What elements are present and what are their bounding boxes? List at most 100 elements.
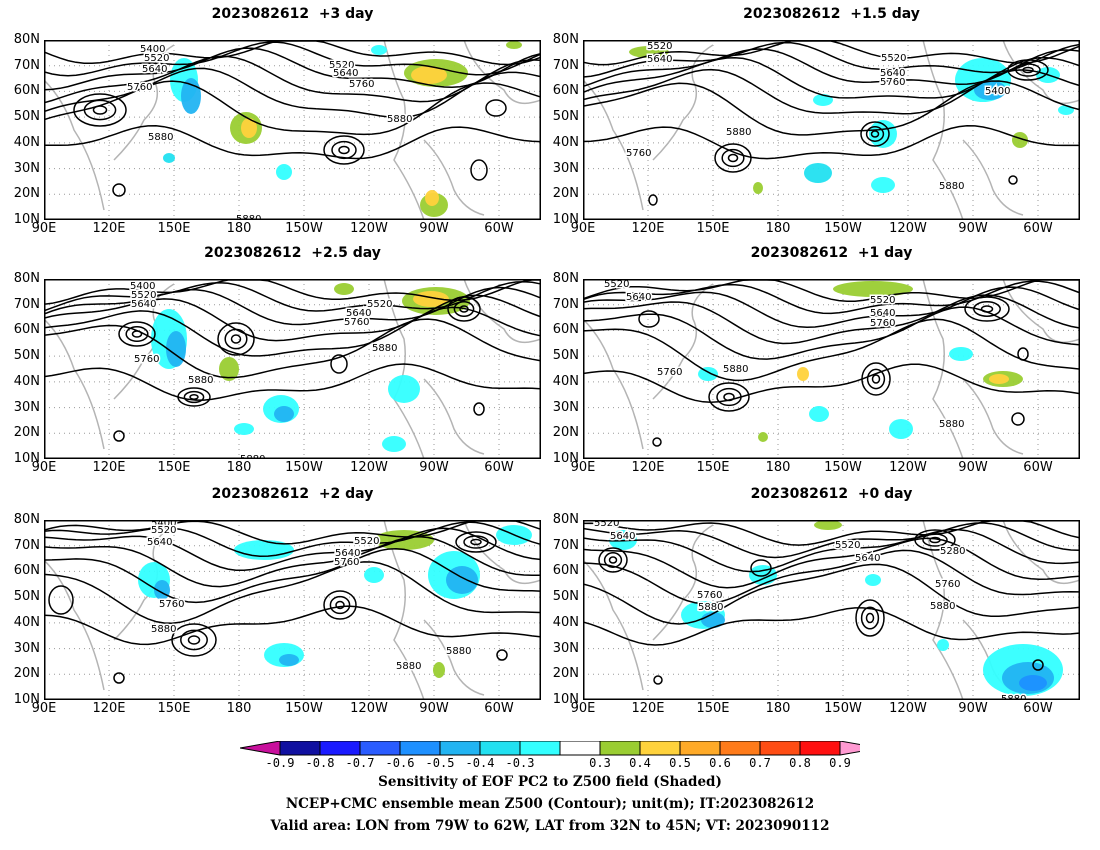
z500-contour [583,549,1080,605]
contour-label: 5880 [236,214,261,220]
colorbar-swatch [679,741,721,756]
z500-closed-contour [716,387,742,407]
lon-tick-label: 120W [350,460,388,475]
lat-tick-label: 70N [552,57,579,73]
lon-tick-label: 150W [824,221,862,236]
z500-contour [44,561,541,625]
colorbar-swatch [639,741,681,756]
sensitivity-shading [433,662,445,678]
lat-tick-label: 80N [552,271,579,286]
z500-closed-contour [177,387,211,407]
lon-tick-label: 150E [157,221,191,236]
sensitivity-shading [1012,132,1028,148]
sensitivity-shading [425,190,439,206]
z500-contour [44,306,541,357]
z500-contour [583,537,1080,589]
lat-tick-label: 60N [552,563,579,579]
lat-tick-label: 80N [552,512,579,527]
z500-contour [44,286,541,326]
colorbar-tick-label: 0.7 [749,756,771,770]
colorbar-swatch [799,741,841,756]
lon-tick-label: 90W [419,460,449,475]
coastline [383,40,541,220]
contour-label: 5640 [855,553,880,564]
z500-contour [583,56,1080,99]
coastline [922,520,1080,700]
lat-tick-label: 50N [552,589,579,605]
z500-closed-contour [652,437,662,447]
lon-tick-label: 90W [419,221,449,236]
z500-closed-contour [455,531,497,553]
z500-closed-contour [855,599,885,637]
lon-tick-label: 120W [889,460,927,475]
colorbar-swatch [359,741,401,756]
contour-label: 5640 [147,537,172,548]
lat-tick-label: 40N [13,614,40,630]
colorbar-tick-label: -0.7 [345,756,375,770]
lat-tick-label: 20N [552,425,579,441]
sensitivity-shading [334,283,354,295]
z500-closed-contour [860,606,880,630]
z500-contour [583,280,1080,315]
contour-label: 5520 [594,520,619,529]
lon-tick-label: 150E [696,701,730,716]
colorbar-tick-label: -0.5 [425,756,455,770]
lat-tick-label: 20N [13,425,40,441]
contour-label: 5880 [1001,694,1026,700]
contour-label: 5520 [835,540,860,551]
z500-closed-contour [964,296,1010,322]
sensitivity-shading [758,432,768,442]
coastline [962,378,1024,455]
lat-tick-label: 10N [552,212,579,227]
coastline [962,139,1024,216]
colorbar-swatch [279,741,321,756]
contour-label: 5880 [387,114,412,125]
coastline [583,524,714,691]
sensitivity-shading [234,540,294,560]
contour-label: 5880 [240,454,265,459]
z500-contour [583,563,1080,625]
z500-closed-contour [638,310,660,328]
coastline [423,139,485,216]
lat-tick-label: 70N [13,296,40,312]
colorbar-tick-label: -0.8 [305,756,335,770]
colorbar-tick-label: 0.3 [589,756,611,770]
coastline [922,40,1080,220]
lon-tick-label: 90E [570,460,596,475]
contour-label: 5520 [151,525,176,536]
sensitivity-shading [833,281,913,297]
z500-contour [44,535,540,588]
contour-label: 5880 [396,661,421,672]
panel-title: 2023082612 +2.5 day [204,245,381,261]
z500-closed-contour [338,145,350,155]
contour-label: 5760 [880,77,905,88]
sensitivity-shading [865,574,881,586]
coastline [583,283,714,450]
lon-tick-label: 90W [419,701,449,716]
z500-closed-contour [125,326,149,342]
lon-tick-label: 150W [285,701,323,716]
z500-closed-contour [323,135,365,165]
lon-tick-label: 90W [958,701,988,716]
z500-closed-contour [113,430,125,442]
z500-closed-contour [335,600,345,610]
lat-tick-label: 30N [552,160,579,176]
lon-tick-label: 90E [31,460,57,475]
contour-label: 5880 [698,602,723,613]
colorbar-arrow-high [839,741,860,756]
contour-label: 5880 [188,375,213,386]
sensitivity-shading [1058,105,1074,115]
lon-tick-label: 90E [570,701,596,716]
sensitivity-shading [629,46,669,58]
z500-contour [583,124,1079,160]
sensitivity-shading [241,118,257,138]
contour-label: 5880 [723,364,748,375]
contour-label: 5760 [349,79,374,90]
coastline [423,619,485,696]
caption-contour-info: NCEP+CMC ensemble mean Z500 (Contour); u… [285,796,815,812]
lat-tick-label: 80N [13,512,40,527]
sensitivity-shading [371,45,387,55]
z500-closed-contour [861,362,891,396]
